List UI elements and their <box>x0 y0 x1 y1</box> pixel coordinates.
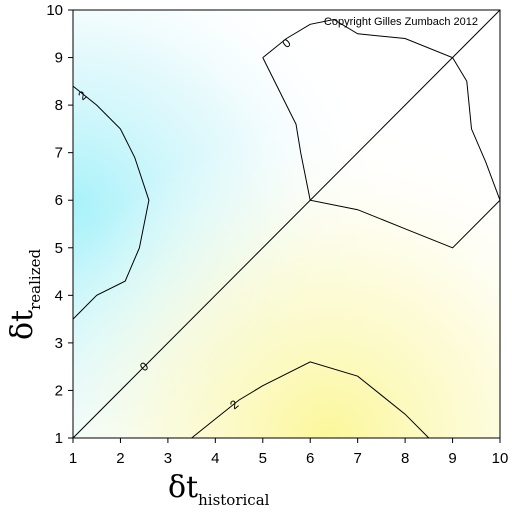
x-tick-label: 10 <box>492 450 509 467</box>
y-tick-label: 6 <box>55 192 63 209</box>
x-axis-symbol: δt <box>168 470 198 505</box>
x-tick-label: 1 <box>69 450 77 467</box>
contour-line-3 <box>191 361 430 439</box>
x-tick-label: 2 <box>116 450 124 467</box>
contour-line-0 <box>72 85 150 320</box>
y-tick-label: 3 <box>55 335 63 352</box>
y-tick-label: 4 <box>55 287 63 304</box>
diagonal-segment <box>72 9 501 439</box>
contour-lines: 2002 <box>72 18 501 439</box>
contour-line-1 <box>262 18 501 249</box>
y-tick-label: 2 <box>55 382 63 399</box>
y-tick-label: 10 <box>46 2 63 19</box>
copyright-annotation: Copyright Gilles Zumbach 2012 <box>324 16 478 28</box>
x-tick-label: 6 <box>306 450 314 467</box>
y-tick-label: 1 <box>55 430 63 447</box>
svg-text:δthistorical: δthistorical <box>168 470 270 509</box>
y-axis-label: δtrealized <box>5 249 44 340</box>
plot-frame <box>72 9 501 439</box>
y-tick-label: 7 <box>55 145 63 162</box>
x-tick-label: 9 <box>448 450 456 467</box>
y-tick-label: 5 <box>55 240 63 257</box>
y-axis-subscript: realized <box>26 249 44 310</box>
x-tick-label: 4 <box>211 450 219 467</box>
svg-text:δtrealized: δtrealized <box>5 249 44 340</box>
y-axis-ticks: 1 2 3 4 5 6 7 8 9 10 <box>46 2 73 447</box>
plot-border <box>72 9 501 439</box>
y-axis-symbol: δt <box>5 310 40 340</box>
y-tick-label: 8 <box>55 97 63 114</box>
x-tick-label: 7 <box>353 450 361 467</box>
y-tick-label: 9 <box>55 50 63 67</box>
x-tick-label: 3 <box>164 450 172 467</box>
x-axis-subscript: historical <box>198 491 270 509</box>
x-axis-ticks: 1 2 3 4 5 6 7 8 9 10 <box>69 438 509 467</box>
x-tick-label: 8 <box>401 450 409 467</box>
x-axis-label: δthistorical <box>168 470 270 509</box>
diagonal-line <box>72 9 501 439</box>
x-tick-label: 5 <box>259 450 267 467</box>
